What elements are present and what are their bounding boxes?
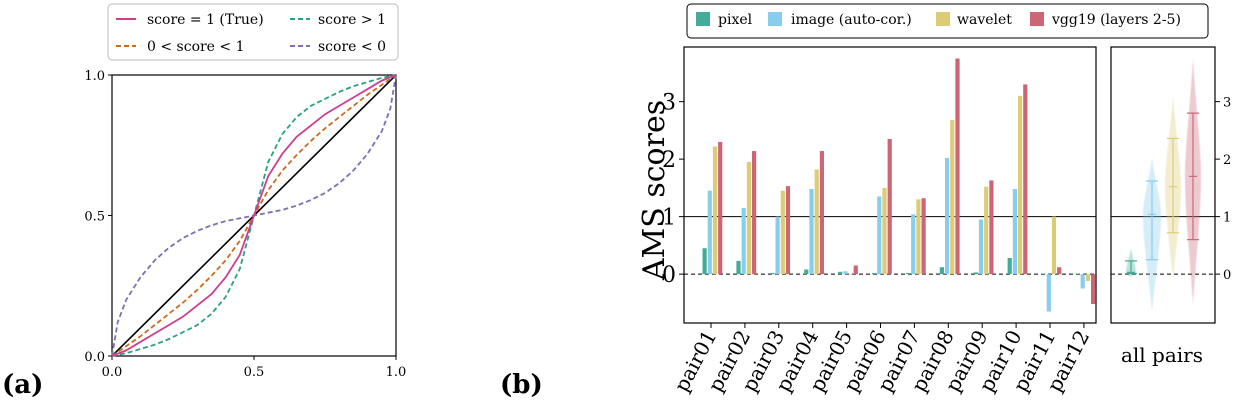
a-xtick-label: 0.5 (244, 365, 265, 380)
legend-b-label-image: image (auto-cor.) (791, 12, 912, 28)
b-bar-pair01-wavelet (712, 146, 718, 275)
legend-a-label-lt0: score < 0 (318, 39, 386, 55)
b-bar-pair11-image (1046, 274, 1051, 312)
b-bar-pair09-vgg (989, 180, 994, 275)
b-bar-pair07-pixel (905, 272, 911, 275)
a-series-true (111, 74, 397, 357)
b-bar-pair08-vgg (955, 58, 960, 275)
a-xtick-label: 1.0 (386, 365, 407, 380)
plot-b-bars (702, 58, 1096, 312)
b-bar-pair12-pixel (1075, 273, 1080, 275)
b-bar-pair02-wavelet (746, 162, 751, 275)
b-bar-pair01-vgg (718, 141, 723, 275)
b-bar-pair12-wavelet (1085, 274, 1090, 282)
b-bar-pair07-vgg (921, 198, 926, 275)
b-bar-pair10-wavelet (1018, 95, 1023, 275)
plot-c-ticks: 0 1 2 3 (1215, 96, 1231, 283)
b-bar-pair03-image (775, 216, 780, 275)
panel-a: (a) 0.00.0 0.5 0.5 1.0 1.0 score = 1 (True) … (2, 3, 406, 400)
b-ytick-label: 3 (662, 91, 676, 116)
b-ytick-label: 2 (662, 148, 676, 173)
legend-b-label-pixel: pixel (718, 12, 753, 28)
plot-c-xlabel: all pairs (1121, 343, 1203, 367)
b-bar-pair01-pixel (702, 248, 707, 275)
b-bar-pair06-image (877, 196, 882, 275)
b-bar-pair05-wavelet (848, 274, 853, 275)
b-bar-pair08-wavelet (950, 120, 955, 275)
c-ytick-label: 3 (1223, 96, 1231, 111)
b-bar-pair07-image (911, 214, 916, 275)
b-bar-pair07-wavelet (916, 199, 921, 275)
a-ytick-label: 0.0 (84, 350, 105, 365)
b-bar-pair09-image (978, 219, 984, 275)
a-ytick-label: 0.5 (84, 210, 105, 225)
b-bar-pair11-pixel (1041, 273, 1046, 275)
panel-label-b: (b) (500, 370, 543, 400)
legend-b-swatch-image (768, 12, 782, 26)
b-ytick-label: 0 (662, 263, 676, 288)
legend-a-box (107, 3, 399, 61)
panel-label-a: (a) (2, 370, 43, 400)
b-bar-pair11-vgg (1057, 267, 1062, 275)
c-ytick-label: 1 (1223, 211, 1231, 226)
b-bar-pair06-pixel (872, 272, 877, 275)
legend-b-label-wavelet: wavelet (957, 12, 1012, 28)
plot-c-reference-lines (1111, 216, 1215, 275)
b-bar-pair03-vgg (785, 186, 791, 275)
legend-a-label-mid: 0 < score < 1 (147, 39, 245, 55)
b-bar-pair04-pixel (804, 269, 809, 275)
legend-b: pixel image (auto-cor.) wavelet vgg19 (l… (686, 3, 1209, 39)
a-ytick-label: 1.0 (84, 69, 105, 84)
b-bar-pair09-pixel (973, 272, 978, 275)
b-bar-pair10-image (1012, 189, 1017, 275)
b-bar-pair12-image (1080, 274, 1085, 289)
b-bar-pair12-vgg (1091, 274, 1096, 305)
b-bar-pair05-pixel (838, 271, 843, 275)
b-bar-pair06-wavelet (882, 187, 887, 275)
plot-a-ticks: 0.00.0 0.5 0.5 1.0 1.0 (84, 69, 406, 380)
b-bar-pair02-pixel (736, 260, 741, 275)
legend-b-swatch-vgg (1030, 12, 1044, 26)
c-ytick-label: 0 (1223, 268, 1231, 283)
legend-a-label-true: score = 1 (True) (147, 12, 264, 28)
a-xtick-label: 0.0 (102, 365, 123, 380)
plot-c-frame (1110, 46, 1216, 324)
b-bar-pair06-vgg (887, 139, 892, 275)
b-bar-pair10-pixel (1007, 258, 1012, 275)
b-bar-pair04-vgg (819, 151, 824, 275)
legend-b-label-vgg: vgg19 (layers 2-5) (1051, 12, 1181, 28)
plot-b-ylabel: AMS scores (637, 100, 672, 281)
b-bar-pair04-image (809, 189, 814, 275)
b-bar-pair04-wavelet (814, 169, 819, 275)
legend-b-swatch-pixel (696, 12, 710, 26)
b-ytick-label: 1 (662, 206, 676, 231)
b-bar-pair10-vgg (1023, 84, 1028, 275)
plot-c-violins (1125, 58, 1201, 312)
legend-a-label-gt1: score > 1 (318, 12, 386, 28)
b-bar-pair05-vgg (853, 265, 858, 275)
b-bar-pair01-image (707, 190, 712, 275)
b-bar-pair03-wavelet (780, 190, 785, 275)
b-bar-pair03-pixel (770, 272, 775, 275)
b-bar-pair09-wavelet (984, 186, 989, 275)
panel-b: (b) AMS scores 0123pair01pair02pair03pai… (500, 3, 1231, 400)
b-bar-pair05-image (843, 271, 848, 275)
b-bar-pair11-wavelet (1051, 216, 1057, 275)
plot-b-frame (683, 46, 1097, 324)
plot-a-lines (111, 74, 397, 357)
b-bar-pair08-pixel (939, 267, 944, 275)
b-bar-pair08-image (945, 157, 950, 275)
b-bar-pair02-vgg (752, 151, 757, 275)
c-ytick-label: 2 (1223, 153, 1231, 168)
legend-a: score = 1 (True) score > 1 0 < score < 1… (107, 3, 399, 61)
b-bar-pair02-image (741, 208, 746, 275)
legend-b-swatch-wavelet (936, 12, 950, 26)
